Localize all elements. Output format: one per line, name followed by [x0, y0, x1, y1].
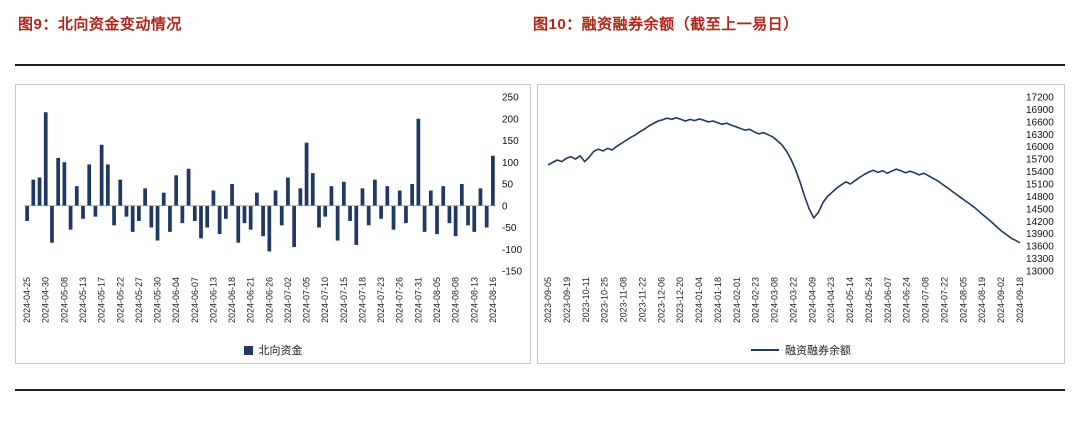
- svg-text:16900: 16900: [1026, 105, 1054, 116]
- svg-text:2023-12-20: 2023-12-20: [675, 277, 685, 323]
- figure9-legend: 北向资金: [16, 337, 530, 363]
- legend-line-marker: [751, 349, 779, 352]
- svg-text:0: 0: [502, 201, 508, 212]
- svg-text:17200: 17200: [1026, 93, 1054, 104]
- svg-text:16600: 16600: [1026, 117, 1054, 128]
- svg-text:2024-07-10: 2024-07-10: [320, 277, 330, 323]
- svg-text:2024-07-02: 2024-07-02: [283, 277, 293, 323]
- svg-text:13300: 13300: [1026, 254, 1054, 265]
- svg-text:2024-03-22: 2024-03-22: [788, 277, 798, 323]
- svg-text:2024-05-22: 2024-05-22: [115, 277, 125, 323]
- svg-text:2024-05-08: 2024-05-08: [59, 277, 69, 323]
- svg-text:2024-07-26: 2024-07-26: [395, 277, 405, 323]
- svg-text:2024-08-08: 2024-08-08: [451, 277, 461, 323]
- svg-text:2024-02-23: 2024-02-23: [751, 277, 761, 323]
- svg-text:200: 200: [502, 114, 519, 125]
- svg-text:2024-08-19: 2024-08-19: [977, 277, 987, 323]
- svg-text:2024-07-08: 2024-07-08: [921, 277, 931, 323]
- svg-text:2023-10-11: 2023-10-11: [581, 277, 591, 322]
- svg-text:2024-06-18: 2024-06-18: [227, 277, 237, 323]
- svg-text:15400: 15400: [1026, 167, 1054, 178]
- svg-text:16000: 16000: [1026, 142, 1054, 153]
- svg-text:2024-04-09: 2024-04-09: [807, 277, 817, 323]
- svg-text:2024-04-25: 2024-04-25: [22, 277, 32, 323]
- svg-text:2024-06-07: 2024-06-07: [190, 277, 200, 323]
- svg-text:2024-03-08: 2024-03-08: [770, 277, 780, 323]
- svg-text:2024-08-13: 2024-08-13: [469, 277, 479, 323]
- svg-text:2023-09-05: 2023-09-05: [543, 277, 553, 323]
- svg-text:15100: 15100: [1026, 180, 1054, 191]
- svg-text:2024-02-01: 2024-02-01: [732, 277, 742, 323]
- svg-text:50: 50: [502, 180, 514, 191]
- figure10-legend: 融资融券余额: [538, 337, 1064, 363]
- svg-text:14500: 14500: [1026, 204, 1054, 215]
- svg-text:2024-06-26: 2024-06-26: [264, 277, 274, 323]
- svg-text:2024-08-05: 2024-08-05: [432, 277, 442, 323]
- figure9-chart-panel: 250 200 150 100 50 0 -50 -100 -150 2024-04-25 2024…: [15, 84, 531, 364]
- svg-text:2024-05-17: 2024-05-17: [97, 277, 107, 323]
- margin-balance-line-chart: 17200 16900 16600 16300 16000 15700 15400 15100…: [538, 85, 1064, 337]
- svg-text:2024-05-24: 2024-05-24: [864, 277, 874, 323]
- svg-text:2024-06-04: 2024-06-04: [171, 277, 181, 323]
- svg-text:2023-11-22: 2023-11-22: [637, 277, 647, 322]
- svg-text:2024-09-18: 2024-09-18: [1015, 277, 1025, 323]
- svg-text:2024-04-23: 2024-04-23: [826, 277, 836, 323]
- svg-text:2024-06-24: 2024-06-24: [902, 277, 912, 323]
- svg-text:2024-01-18: 2024-01-18: [713, 277, 723, 323]
- legend-square-marker: [243, 345, 253, 355]
- svg-text:2023-10-25: 2023-10-25: [600, 277, 610, 323]
- svg-text:2023-11-08: 2023-11-08: [619, 277, 629, 322]
- svg-text:13900: 13900: [1026, 229, 1054, 240]
- svg-text:15700: 15700: [1026, 155, 1054, 166]
- svg-text:16300: 16300: [1026, 130, 1054, 141]
- svg-text:2024-07-18: 2024-07-18: [357, 277, 367, 323]
- svg-text:-150: -150: [502, 267, 522, 278]
- svg-text:14200: 14200: [1026, 217, 1054, 228]
- svg-text:2024-06-07: 2024-06-07: [883, 277, 893, 323]
- svg-text:2024-05-30: 2024-05-30: [153, 277, 163, 323]
- svg-text:2023-09-19: 2023-09-19: [562, 277, 572, 323]
- svg-text:2024-01-04: 2024-01-04: [694, 277, 704, 323]
- svg-text:2024-08-05: 2024-08-05: [958, 277, 968, 323]
- svg-text:14800: 14800: [1026, 192, 1054, 203]
- svg-text:2024-07-05: 2024-07-05: [302, 277, 312, 323]
- svg-text:2024-07-31: 2024-07-31: [413, 277, 423, 323]
- svg-text:13000: 13000: [1026, 267, 1054, 278]
- legend-label-northbound: 北向资金: [258, 345, 303, 358]
- top-divider: [15, 64, 1065, 66]
- svg-text:-100: -100: [502, 245, 522, 256]
- svg-text:2023-12-06: 2023-12-06: [656, 277, 666, 323]
- figure9-title: 图9：北向资金变动情况: [18, 16, 182, 33]
- bottom-divider: [15, 389, 1065, 391]
- svg-text:2024-09-02: 2024-09-02: [996, 277, 1006, 323]
- svg-text:2024-07-22: 2024-07-22: [939, 277, 949, 323]
- figure10-chart-panel: 17200 16900 16600 16300 16000 15700 15400 15100…: [537, 84, 1065, 364]
- svg-text:-50: -50: [502, 223, 517, 234]
- svg-text:100: 100: [502, 158, 519, 169]
- svg-text:2024-05-14: 2024-05-14: [845, 277, 855, 323]
- svg-text:250: 250: [502, 93, 519, 104]
- svg-text:2024-07-15: 2024-07-15: [339, 277, 349, 323]
- svg-text:2024-06-13: 2024-06-13: [208, 277, 218, 323]
- svg-text:2024-05-27: 2024-05-27: [134, 277, 144, 323]
- svg-text:2024-05-13: 2024-05-13: [78, 277, 88, 323]
- figure10-title: 图10：融资融券余额（截至上一易日）: [533, 16, 799, 33]
- svg-text:13600: 13600: [1026, 242, 1054, 253]
- svg-text:150: 150: [502, 136, 519, 147]
- northbound-funds-bar-chart: 250 200 150 100 50 0 -50 -100 -150 2024-04-25 2024…: [16, 85, 530, 337]
- svg-text:2024-06-21: 2024-06-21: [246, 277, 256, 323]
- svg-text:2024-08-16: 2024-08-16: [488, 277, 498, 323]
- svg-text:2024-04-30: 2024-04-30: [41, 277, 51, 323]
- svg-text:2024-07-23: 2024-07-23: [376, 277, 386, 323]
- legend-label-margin: 融资融券余额: [785, 345, 851, 358]
